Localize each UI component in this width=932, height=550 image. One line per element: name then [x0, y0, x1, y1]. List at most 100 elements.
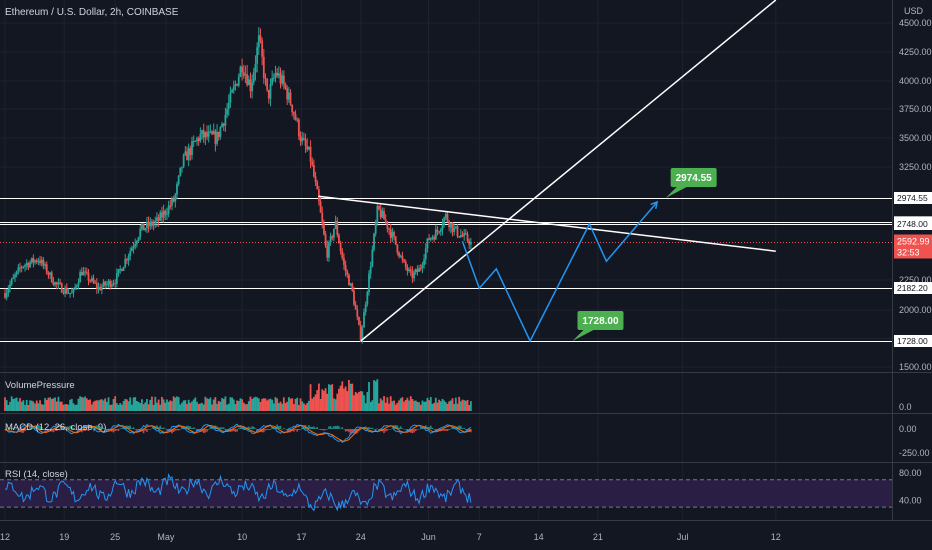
candle-body: [130, 248, 133, 252]
candle-body: [389, 229, 392, 238]
candle: [64, 285, 67, 298]
candle-body: [80, 272, 83, 276]
volume-bar: [461, 399, 464, 411]
candle-body: [100, 286, 103, 291]
volume-bar: [364, 403, 367, 411]
candle: [366, 290, 369, 307]
candle-body: [264, 77, 267, 79]
macd-histogram-bar: [20, 429, 23, 433]
candle-body: [146, 221, 148, 229]
candle: [274, 65, 277, 83]
volume-bar: [262, 398, 265, 411]
candle: [458, 235, 461, 239]
candle: [314, 171, 317, 187]
candle-body: [386, 221, 389, 229]
macd-histogram-bar: [379, 429, 382, 431]
candle-body: [162, 210, 165, 218]
candle-body: [304, 139, 307, 146]
price-callout[interactable]: 2974.55: [665, 168, 717, 198]
macd-histogram-bar: [311, 426, 314, 429]
price-callout[interactable]: 1728.00: [572, 311, 624, 341]
volume-bar: [312, 396, 315, 411]
volume-bar: [386, 397, 389, 411]
projection-line[interactable]: [461, 201, 658, 343]
volume-bar: [379, 398, 382, 411]
macd-histogram-bar: [266, 429, 268, 430]
candle: [117, 269, 120, 277]
candle-body: [196, 138, 198, 142]
candle-body: [469, 242, 472, 245]
candle: [282, 70, 285, 90]
macd-histogram-bar: [81, 429, 83, 433]
volume-bar: [264, 398, 267, 411]
volume-bar: [237, 400, 240, 411]
volume-bar: [34, 403, 36, 411]
rsi-series-line: [4, 473, 472, 512]
volume-bar: [134, 397, 137, 411]
candle-body: [443, 217, 446, 225]
volume-bar: [338, 388, 340, 411]
descending-trendline[interactable]: [318, 195, 776, 252]
macd-histogram-bar: [184, 426, 187, 429]
candle-body: [449, 222, 452, 228]
candle: [336, 217, 339, 238]
time-axis-label: 10: [237, 532, 247, 542]
candle-body: [207, 131, 210, 137]
macd-histogram-bar: [403, 428, 405, 430]
candle: [115, 268, 118, 288]
candle: [157, 214, 160, 227]
macd-histogram-bar: [433, 429, 435, 430]
candle-body: [152, 223, 155, 226]
price-callouts[interactable]: 2974.55 1728.00: [572, 168, 717, 341]
candle: [189, 145, 192, 161]
candle-body: [418, 268, 420, 272]
candle-body: [354, 304, 357, 310]
candle: [247, 75, 250, 86]
volume-bar: [276, 398, 279, 411]
candle-body: [384, 219, 387, 222]
macd-histogram-bar: [177, 429, 180, 431]
candle: [147, 216, 150, 233]
candle: [201, 129, 203, 140]
ascending-trendline[interactable]: [360, 0, 777, 342]
volume-bar: [35, 400, 38, 411]
macd-title: MACD (12, 26, close, 9): [5, 422, 106, 433]
candle: [87, 268, 90, 286]
trendlines[interactable]: [318, 0, 777, 342]
candle-body: [161, 212, 163, 218]
candle: [134, 238, 137, 250]
candle-body: [309, 146, 312, 162]
macd-histogram-bar: [132, 427, 135, 429]
candle: [19, 262, 21, 273]
candle-body: [64, 287, 67, 294]
macd-histogram-bar: [134, 429, 137, 430]
projection-path[interactable]: [461, 200, 659, 343]
level-price-label: 1728.00: [897, 336, 928, 346]
candle-body: [348, 274, 350, 286]
candle-body: [20, 267, 23, 269]
candle: [256, 42, 259, 73]
volume-bar: [139, 403, 142, 411]
macd-histogram-bar: [149, 429, 152, 430]
macd-histogram-bar: [131, 428, 133, 429]
candle: [406, 264, 409, 276]
macd-histogram-bar: [191, 427, 193, 429]
volume-bar: [216, 403, 218, 411]
macd-histogram-bar: [206, 429, 208, 432]
macd-histogram-bar: [394, 425, 397, 429]
candle: [75, 284, 78, 290]
candle: [341, 248, 344, 261]
volume-bar: [363, 395, 365, 411]
macd-histogram-bar: [91, 427, 93, 429]
candle-body: [92, 278, 95, 283]
macd-histogram-bar: [117, 429, 120, 431]
candle: [224, 107, 227, 132]
candle: [14, 272, 16, 283]
candle: [105, 280, 108, 288]
volume-bar: [176, 396, 178, 411]
volume-bar: [115, 403, 118, 411]
candle: [67, 288, 70, 294]
volume-bar: [398, 400, 400, 411]
projection-arrowhead: [650, 200, 659, 209]
